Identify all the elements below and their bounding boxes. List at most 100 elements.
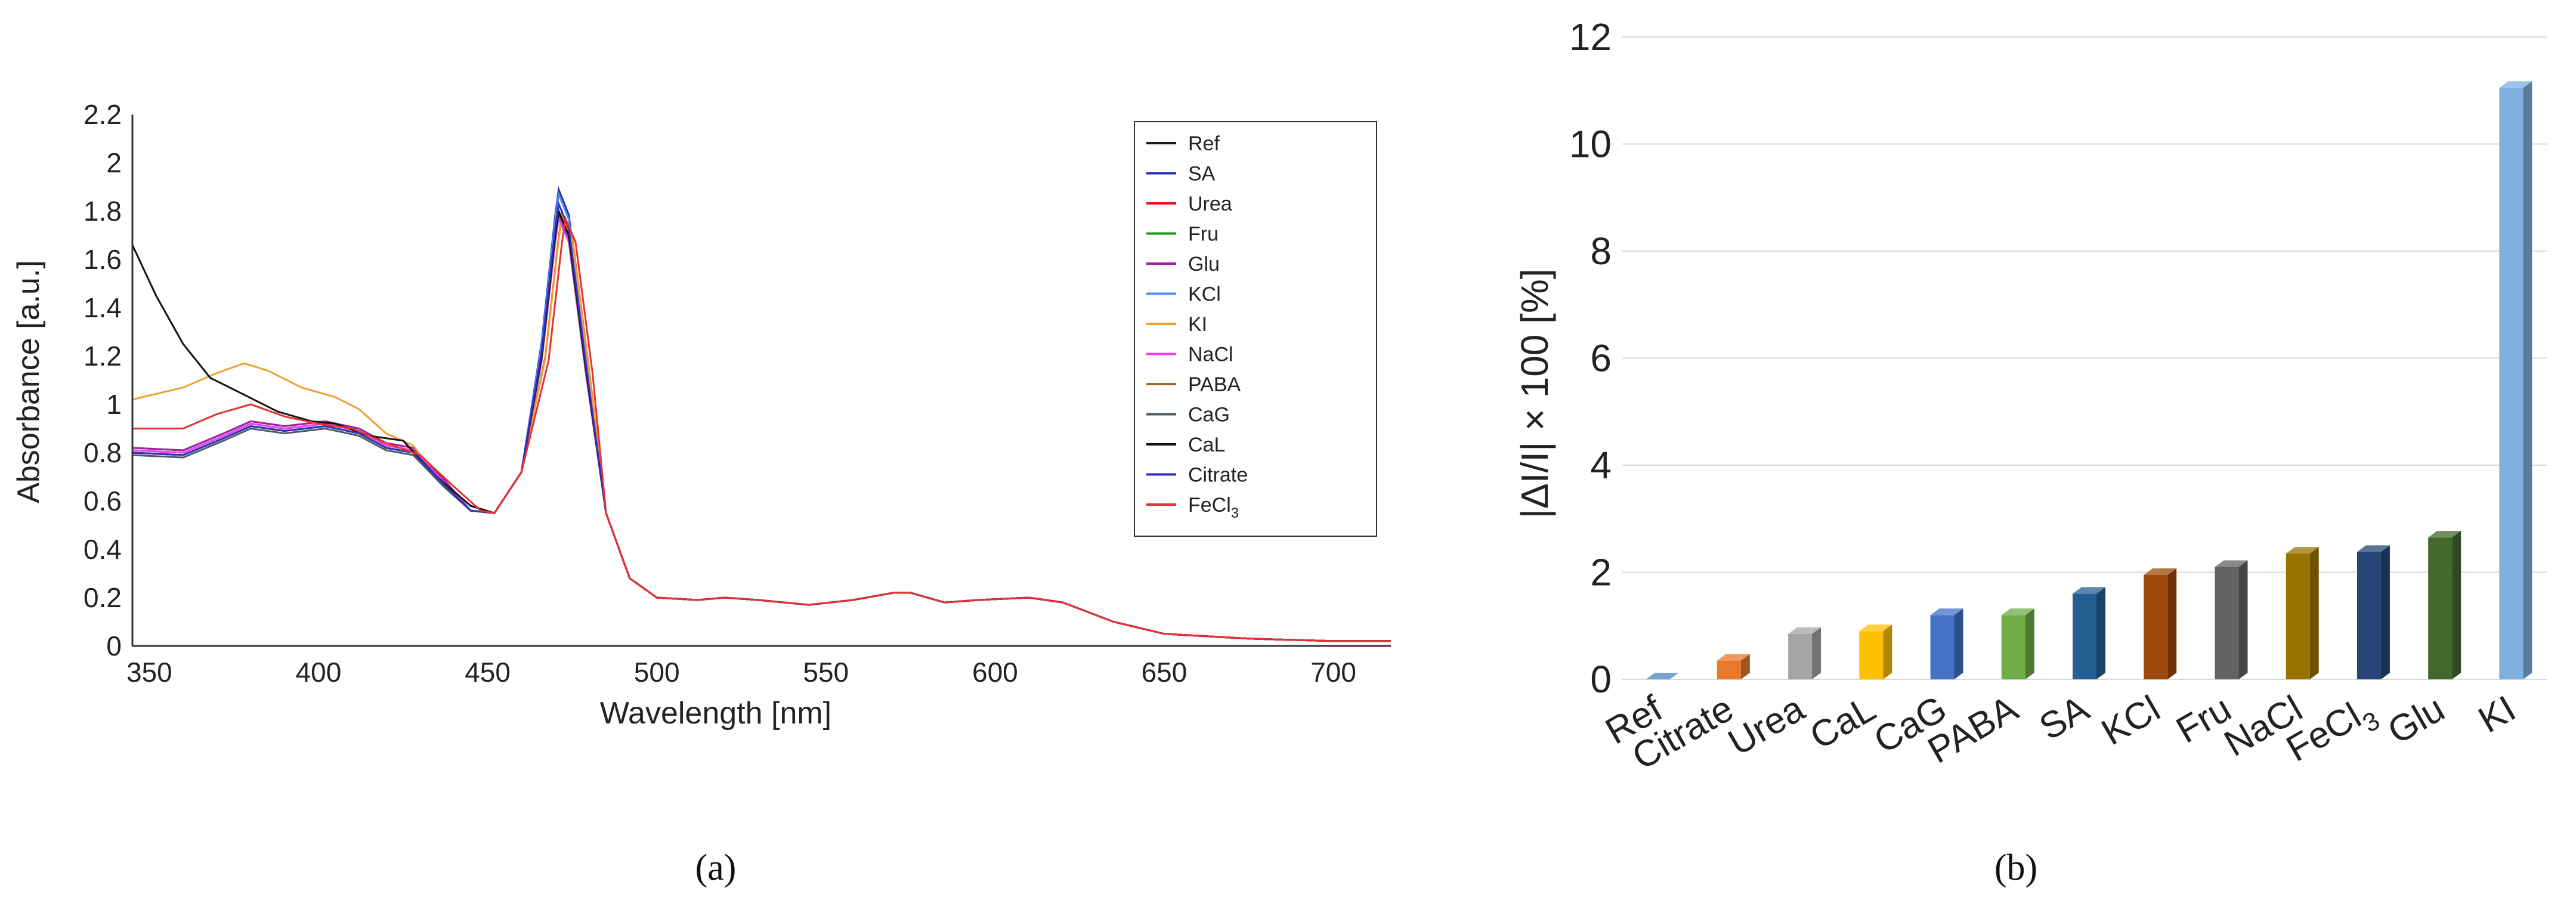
- legend-entry: Fru: [1188, 223, 1219, 246]
- bar-side: [2309, 547, 2319, 679]
- legend-entry: KCl: [1188, 283, 1221, 306]
- bar: [2499, 81, 2532, 679]
- absorbance-series: [131, 185, 1391, 642]
- bar: [1859, 624, 1892, 679]
- bar-side: [2238, 560, 2248, 679]
- bar: [1930, 608, 1963, 679]
- bar-y-tick-label: 0: [1590, 658, 1612, 701]
- bar-y-tick-label: 2: [1590, 551, 1612, 594]
- y-tick-label: 0.4: [84, 534, 122, 565]
- y-tick-label: 0.6: [84, 485, 122, 517]
- bar-top: [2215, 560, 2248, 567]
- y-tick-label: 1.4: [84, 292, 122, 323]
- bar-top: [1859, 624, 1892, 632]
- bar-front: [1717, 660, 1741, 679]
- bar: [1646, 673, 1679, 679]
- bar: [2144, 568, 2177, 679]
- category-label: SA: [2033, 688, 2096, 748]
- bars: [1646, 81, 2532, 679]
- y-tick-label: 0: [106, 630, 122, 661]
- bar-top: [2428, 531, 2461, 538]
- bar-gridlines: [1622, 36, 2547, 680]
- bar-front: [1788, 633, 1813, 679]
- bar-side: [2452, 531, 2461, 679]
- legend-entry: NaCl: [1188, 344, 1233, 366]
- bar: [2073, 587, 2105, 679]
- legend-entry: SA: [1188, 163, 1216, 185]
- bar-side: [2380, 545, 2390, 679]
- legend-entry: KI: [1188, 313, 1207, 336]
- legend-entry: Citrate: [1188, 464, 1248, 487]
- bar-front: [1930, 615, 1955, 679]
- absorbance-ticks: 350 400 450 500 550 600 650 700 0 0.2 0.4 0.6 0.8 1 1.…: [84, 99, 1356, 688]
- bar: [2286, 547, 2319, 679]
- panel-label-b: (b): [1994, 848, 2037, 888]
- x-tick-label: 600: [972, 657, 1018, 688]
- bar-y-tick-label: 10: [1569, 123, 1612, 166]
- legend-entry: Urea: [1188, 193, 1232, 215]
- bar-front: [1859, 631, 1884, 679]
- bar-top: [2001, 608, 2034, 616]
- legend-entry: FeCl3: [1188, 494, 1239, 521]
- legend-entry: Ref: [1188, 132, 1220, 155]
- bar-ticks: 0 2 4 6 8 10 12: [1569, 16, 1612, 701]
- bar-side: [2523, 81, 2532, 679]
- x-tick-label: 450: [465, 657, 511, 688]
- series-line: [132, 215, 1391, 642]
- bar-top: [1930, 608, 1963, 616]
- y-tick-label: 0.8: [84, 437, 122, 468]
- bar-front: [2357, 552, 2381, 679]
- legend-box: [1134, 121, 1377, 537]
- bar-front: [2001, 615, 2025, 679]
- legend: Ref SA Urea Fru Glu KCl KI NaCl PABA CaG CaL Citrat…: [1134, 121, 1377, 537]
- x-tick-label: 700: [1310, 657, 1356, 688]
- category-label: CaL: [1803, 688, 1882, 757]
- x-tick-label: 350: [126, 657, 172, 688]
- x-tick-label: 550: [803, 657, 849, 688]
- bar: [1788, 627, 1822, 679]
- x-tick-label: 500: [634, 657, 680, 688]
- bar-side: [1954, 608, 1963, 679]
- x-tick-label: 650: [1142, 657, 1188, 688]
- y-tick-label: 1.2: [84, 341, 122, 372]
- bar: [2001, 608, 2034, 679]
- legend-entry: PABA: [1188, 373, 1241, 396]
- bar-top: [2144, 568, 2177, 575]
- x-axis-label: Wavelength [nm]: [600, 696, 831, 731]
- y-tick-label: 2.2: [84, 99, 122, 130]
- bar-front: [2144, 574, 2168, 679]
- bar-top: [1646, 673, 1679, 679]
- category-label: Urea: [1721, 688, 1811, 763]
- bar-front: [2428, 537, 2453, 679]
- bar: [2428, 531, 2461, 679]
- bar-side: [2096, 587, 2105, 679]
- panel-label-a: (a): [695, 848, 737, 888]
- bar-front: [2215, 567, 2239, 679]
- category-label: KCl: [2095, 688, 2167, 753]
- bar-y-tick-label: 4: [1590, 444, 1612, 487]
- legend-entry: Glu: [1188, 253, 1220, 276]
- bar-top: [1717, 654, 1750, 661]
- bar-front: [2073, 593, 2096, 679]
- bar-y-tick-label: 6: [1590, 337, 1612, 380]
- category-label: Glu: [2381, 688, 2451, 752]
- x-tick-label: 400: [296, 657, 342, 688]
- bar: [2357, 545, 2390, 679]
- bar-y-tick-label: 12: [1569, 16, 1612, 58]
- bar-y-tick-label: 8: [1590, 230, 1612, 273]
- legend-entry: CaG: [1188, 404, 1230, 426]
- bar-top: [1788, 627, 1822, 634]
- bar-side: [1812, 627, 1822, 679]
- bar-side: [2025, 608, 2034, 679]
- y-axis-label: Absorbance [a.u.]: [11, 260, 46, 503]
- bar: [1717, 654, 1750, 679]
- bar-side: [1740, 654, 1750, 679]
- y-tick-label: 1: [106, 389, 122, 420]
- bar-top: [2286, 547, 2319, 554]
- bar: [2215, 560, 2248, 679]
- bar-top: [2499, 81, 2532, 88]
- bar-side: [1883, 624, 1892, 679]
